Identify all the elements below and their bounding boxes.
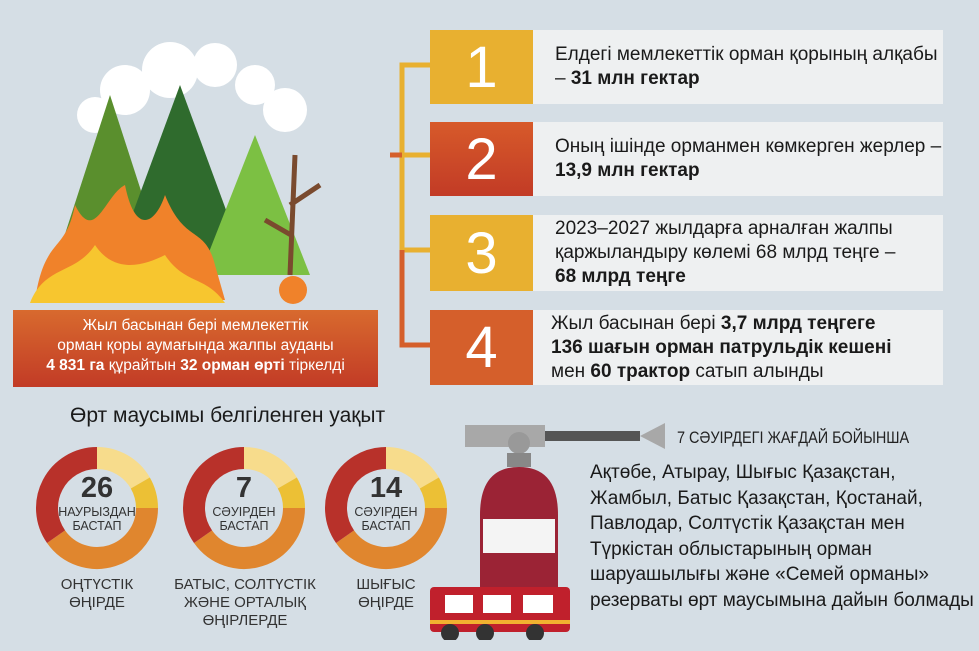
fact-number-1: 1 xyxy=(430,30,533,104)
region-line: ӨҢІРДЕ xyxy=(358,594,414,611)
fire-count: 32 орман өрті xyxy=(180,357,285,374)
fact-value: 60 трактор xyxy=(590,360,691,382)
fact-value: 3,7 млрд теңгеге xyxy=(720,312,876,334)
season-title: Өрт маусымы белгіленген уақыт xyxy=(70,404,386,427)
status-text: Ақтөбе, Атырау, Шығыс Қазақстан, Жамбыл,… xyxy=(590,462,974,611)
status-title: 7 СӘУІРДЕГІ ЖАҒДАЙ БОЙЫНША xyxy=(677,428,910,447)
region-south: ОҢТҮСТІК ӨҢІРДЕ xyxy=(37,576,157,612)
fact-text: Елдегі мемлекеттік орман қорының алқабы … xyxy=(555,44,938,89)
donut-segment xyxy=(385,447,439,490)
season-start: БАСТАП xyxy=(361,519,411,533)
region-line: ӨҢІРДЕ xyxy=(69,594,125,611)
nozzle-icon xyxy=(640,423,665,449)
donut-label-west: 7 СӘУІРДЕН БАСТАП xyxy=(194,472,294,533)
region-line: ШЫҒЫС xyxy=(356,576,416,593)
summary-line: орман қоры аумағында жалпы ауданы xyxy=(57,337,334,354)
region-line: ӨҢІРЛЕРДЕ xyxy=(202,612,288,629)
region-line: ЖӘНЕ ОРТАЛЫҚ xyxy=(184,594,306,611)
fact-value: 13,9 млн гектар xyxy=(555,160,700,181)
donut-segment xyxy=(183,447,245,543)
summary-text: тіркелді xyxy=(284,357,345,374)
fact-number-3: 3 xyxy=(430,215,533,291)
donut-segment xyxy=(47,507,158,569)
fact-panel-1: Елдегі мемлекеттік орман қорының алқабы … xyxy=(533,30,943,104)
donut-segment xyxy=(243,447,297,490)
small-flame-icon xyxy=(279,276,307,304)
fact-number-4: 4 xyxy=(430,310,533,385)
donut-segment xyxy=(277,477,305,509)
fact-panel-4: Жыл басынан бері 3,7 млрд теңгеге 136 ша… xyxy=(533,310,943,385)
season-day: 7 xyxy=(235,472,253,504)
fact-text: 2023–2027 жылдарға арналған жалпы қаржыл… xyxy=(555,218,896,263)
forest-fire-illustration xyxy=(30,42,322,304)
region-line: ОҢТҮСТІК xyxy=(60,576,134,593)
donut-segment xyxy=(336,507,447,569)
donut-segment xyxy=(419,477,447,509)
fact-text: Оның ішінде орманмен көмкерген жерлер – xyxy=(555,136,942,157)
donut-segment xyxy=(194,507,305,569)
burned-area: 4 831 га xyxy=(46,357,105,374)
fact-value: 136 шағын орман патрульдік кешені xyxy=(551,336,892,358)
fact-value: 31 млн гектар xyxy=(570,68,700,89)
region-line: БАТЫС, СОЛТҮСТІК xyxy=(174,576,316,593)
donut-segment xyxy=(325,447,387,543)
fact-panel-3: 2023–2027 жылдарға арналған жалпы қаржыл… xyxy=(533,215,943,291)
region-east: ШЫҒЫС ӨҢІРДЕ xyxy=(336,576,436,612)
season-day: 26 xyxy=(80,472,114,504)
fact-text: сатып алынды xyxy=(690,360,824,382)
fire-extinguisher-truck-illustration xyxy=(430,423,665,640)
fact-panel-2: Оның ішінде орманмен көмкерген жерлер – … xyxy=(533,122,943,196)
fact-number-2: 2 xyxy=(430,122,533,196)
season-day: 14 xyxy=(369,472,403,504)
season-donuts xyxy=(36,447,447,569)
fact-value: 68 млрд теңге xyxy=(555,266,686,287)
summary-box: Жыл басынан бері мемлекеттік орман қоры … xyxy=(13,310,378,387)
bracket-connector xyxy=(390,62,430,348)
donut-segment xyxy=(36,447,98,543)
fact-text: мен xyxy=(551,360,591,382)
season-month: СӘУІРДЕН xyxy=(212,505,276,519)
summary-line: 4 831 га құрайтын 32 орман өрті тіркелді xyxy=(13,356,378,376)
donut-segment xyxy=(130,477,158,509)
donut-label-south: 26 НАУРЫЗДАН БАСТАП xyxy=(47,472,147,533)
season-month: НАУРЫЗДАН xyxy=(58,505,136,519)
fact-text: Жыл басынан бері xyxy=(551,312,721,334)
donut-label-east: 14 СӘУІРДЕН БАСТАП xyxy=(336,472,436,533)
region-west-north-central: БАТЫС, СОЛТҮСТІК ЖӘНЕ ОРТАЛЫҚ ӨҢІРЛЕРДЕ xyxy=(160,576,330,630)
summary-line: Жыл басынан бері мемлекеттік xyxy=(82,317,309,334)
season-start: БАСТАП xyxy=(219,519,269,533)
donut-segment xyxy=(96,447,150,490)
tree-icon xyxy=(200,135,310,275)
extinguisher-handle xyxy=(465,425,545,447)
summary-text: құрайтын xyxy=(104,357,181,374)
season-start: БАСТАП xyxy=(72,519,122,533)
season-month: СӘУІРДЕН xyxy=(354,505,418,519)
